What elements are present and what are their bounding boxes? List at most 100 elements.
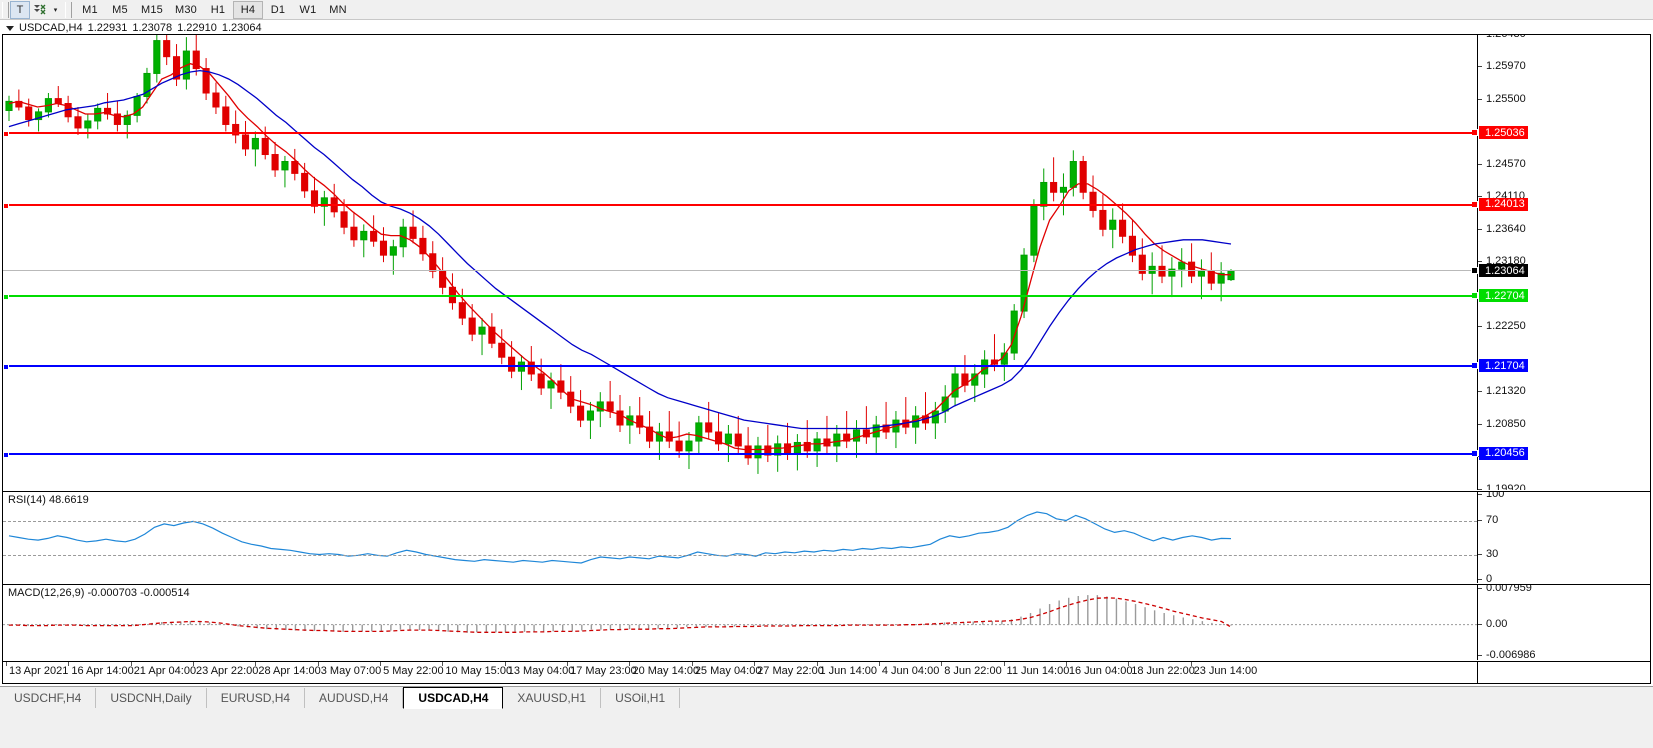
price-tag-support-1-21704[interactable]: 1.21704 (1471, 359, 1528, 373)
level-line-1-21704[interactable] (3, 364, 1477, 371)
time-label-8: 13 May 04:00 (507, 665, 575, 677)
chart-tab-eurusd-h4[interactable]: EURUSD,H4 (207, 688, 306, 708)
macd-level-000: 0.00 (1478, 618, 1507, 630)
symbol-label: USDCAD,H4 (19, 22, 83, 34)
price-series-svg (5, 35, 1235, 474)
macd-plot-area[interactable] (3, 585, 1477, 660)
rsi-guide-30 (3, 554, 1477, 556)
timeframe-h1[interactable]: H1 (210, 3, 226, 16)
time-label-10: 20 May 14:00 (632, 665, 700, 677)
time-label-2: 21 Apr 04:00 (133, 665, 197, 677)
time-tick (941, 662, 943, 666)
rsi-level-70: 70 (1478, 514, 1498, 526)
time-label-13: 1 Jun 14:00 (819, 665, 878, 677)
time-tick (691, 662, 693, 666)
level-handle-left[interactable] (3, 364, 9, 371)
chart-tab-usdcnh-daily[interactable]: USDCNH,Daily (96, 688, 207, 708)
time-label-18: 18 Jun 22:00 (1131, 665, 1195, 677)
price-tick-1-19920: 1.19920 (1478, 483, 1526, 490)
time-axis-labels: 13 Apr 2021 16 Apr 14:00 21 Apr 04:00 23 Ap… (3, 662, 1477, 683)
time-label-14: 4 Jun 04:00 (881, 665, 940, 677)
macd-pane[interactable]: MACD(12,26,9) -0.000703 -0.000514 0.0079… (3, 584, 1650, 660)
time-label-0: 13 Apr 2021 (9, 665, 69, 677)
price-pane[interactable]: 1.264301.259701.255001.245701.241101.236… (3, 35, 1650, 490)
time-tick (255, 662, 257, 666)
time-tick (878, 662, 880, 666)
crosshair-objects-icon[interactable] (30, 1, 50, 19)
time-label-17: 16 Jun 04:00 (1068, 665, 1133, 677)
time-tick (68, 662, 70, 666)
macd-label: MACD(12,26,9) -0.000703 -0.000514 (8, 587, 190, 599)
time-label-9: 17 May 23:00 (570, 665, 637, 677)
level-handle-left[interactable] (3, 131, 9, 138)
caret-down-icon[interactable] (6, 25, 14, 31)
chart-tab-usdchf-h4[interactable]: USDCHF,H4 (0, 688, 97, 708)
timeframe-m30[interactable]: M30 (175, 3, 197, 16)
timeframe-h4[interactable]: H4 (233, 0, 263, 19)
macd-axis: 0.007959 0.00 -0.006986 (1477, 585, 1650, 660)
price-tag-last-price-1-23064[interactable]: 1.23064 (1471, 264, 1528, 278)
chevron-down-icon[interactable]: ▾ (53, 6, 58, 14)
time-tick (629, 662, 631, 666)
time-tick (193, 662, 195, 666)
level-line-1-24013[interactable] (3, 202, 1477, 209)
price-tag-support-1-20456[interactable]: 1.20456 (1471, 446, 1528, 460)
time-label-1: 16 Apr 14:00 (71, 665, 134, 677)
rsi-pane[interactable]: RSI(14) 48.6619 100 70 30 0 (3, 491, 1650, 583)
timeframe-mn[interactable]: MN (329, 3, 347, 16)
symbol-bar: USDCAD,H4 1.22931 1.23078 1.22910 1.2306… (0, 21, 1653, 35)
rsi-series-svg (8, 511, 1232, 564)
rsi-plot-area[interactable] (3, 492, 1477, 583)
level-handle-left[interactable] (3, 294, 9, 301)
text-tool-icon[interactable]: T (10, 0, 30, 19)
price-plot-area[interactable] (3, 35, 1477, 490)
level-line-1-25036[interactable] (3, 131, 1477, 138)
last-price-line (3, 270, 1477, 272)
main-toolbar: T ▾ M1 M5 M15 M30 H1 H4 D1 W1 MN (0, 0, 1653, 20)
time-label-12: 27 May 22:00 (757, 665, 824, 677)
time-axis[interactable]: 13 Apr 2021 16 Apr 14:00 21 Apr 04:00 23 Ap… (3, 661, 1650, 683)
timeframe-group: M1 M5 M15 M30 H1 H4 D1 W1 MN (75, 0, 353, 19)
time-axis-corner (1477, 662, 1650, 683)
price-tick-1-24570: 1.24570 (1478, 158, 1526, 170)
price-tag-resistance-1-24013[interactable]: 1.24013 (1471, 197, 1528, 211)
chart-tab-xauusd-h1[interactable]: XAUUSD,H1 (503, 688, 602, 708)
level-line-1-20456[interactable] (3, 451, 1477, 458)
time-label-5: 3 May 07:00 (320, 665, 382, 677)
timeframe-grip[interactable] (65, 1, 72, 18)
time-label-19: 23 Jun 14:00 (1193, 665, 1258, 677)
time-label-7: 10 May 15:00 (445, 665, 513, 677)
level-handle-left[interactable] (3, 451, 9, 458)
chart-tabs: USDCHF,H4 USDCNH,Daily EURUSD,H4 AUDUSD,H4 U… (0, 687, 681, 709)
quote-high: 1.23078 (132, 22, 173, 34)
price-tag-resistance-1-25036[interactable]: 1.25036 (1471, 126, 1528, 140)
time-tick (317, 662, 319, 666)
time-tick (6, 662, 7, 666)
timeframe-m1[interactable]: M1 (82, 3, 98, 16)
timeframe-m15[interactable]: M15 (141, 3, 163, 16)
timeframe-m5[interactable]: M5 (112, 3, 128, 16)
price-tag-support-1-22704[interactable]: 1.22704 (1471, 289, 1528, 303)
price-tick-1-23180: 1.23180 (1478, 255, 1526, 267)
chart-frame[interactable]: 1.264301.259701.255001.245701.241101.236… (2, 34, 1651, 684)
quote-close: 1.23064 (221, 22, 262, 34)
macd-level-0007959: 0.007959 (1478, 585, 1532, 594)
price-axis[interactable]: 1.264301.259701.255001.245701.241101.236… (1471, 35, 1650, 490)
timeframe-d1[interactable]: D1 (270, 3, 286, 16)
chart-tab-usoil-h1[interactable]: USOil,H1 (601, 688, 681, 708)
time-tick (1190, 662, 1192, 666)
macd-series-svg (3, 595, 1477, 633)
price-tick-1-22250: 1.22250 (1478, 320, 1526, 332)
quote-low: 1.22910 (177, 22, 217, 34)
time-tick (504, 662, 506, 666)
price-tick-1-21320: 1.21320 (1478, 385, 1526, 397)
toolbar-grip[interactable] (2, 1, 9, 18)
chart-tabbar: USDCHF,H4 USDCNH,Daily EURUSD,H4 AUDUSD,H4 U… (0, 686, 1653, 748)
timeframe-w1[interactable]: W1 (299, 3, 317, 16)
level-handle-left[interactable] (3, 202, 9, 209)
level-line-1-22704[interactable] (3, 294, 1477, 301)
time-label-4: 28 Apr 14:00 (258, 665, 321, 677)
chart-tab-usdcad-h4[interactable]: USDCAD,H4 (403, 687, 504, 709)
chart-tab-audusd-h4[interactable]: AUDUSD,H4 (305, 688, 404, 708)
price-tag-handle[interactable] (1471, 267, 1478, 275)
